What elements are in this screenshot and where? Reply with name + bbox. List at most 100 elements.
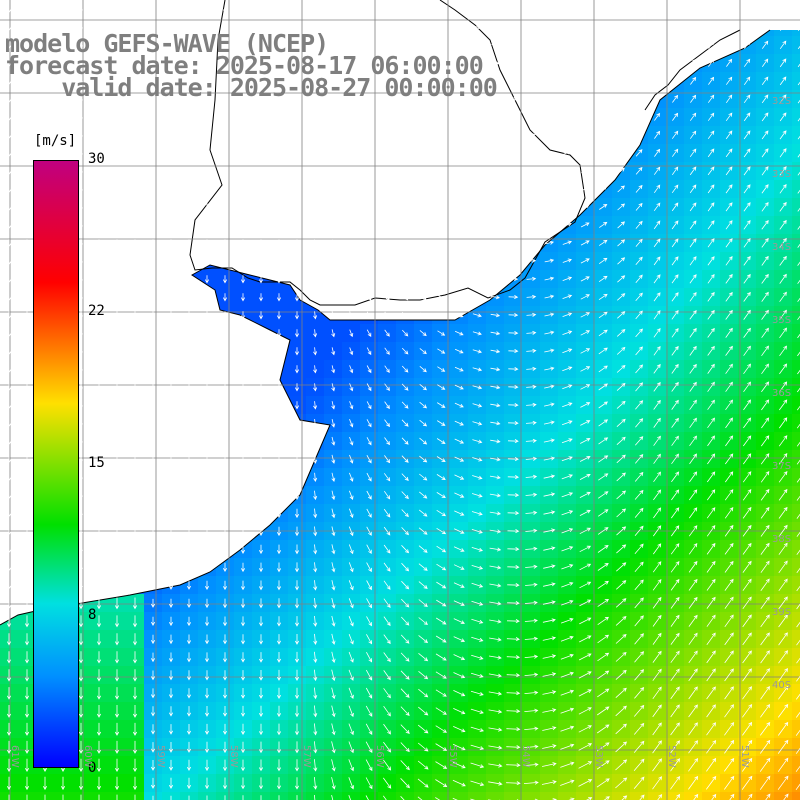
- wind-cell: [792, 738, 800, 756]
- wind-arrow: [24, 5, 30, 14]
- colorbar-tick-8: 8: [88, 607, 97, 623]
- wind-arrow: [473, 43, 482, 48]
- wind-arrow: [437, 6, 445, 12]
- lat-label: 39S: [772, 607, 792, 618]
- wind-arrow: [6, 59, 12, 68]
- wind-arrow: [60, 23, 66, 32]
- wind-arrow: [779, 4, 787, 13]
- wind-cell: [432, 792, 450, 800]
- wind-arrow: [636, 41, 643, 49]
- lagoon-line: [644, 29, 741, 111]
- wind-arrow: [132, 59, 138, 68]
- wind-arrow: [761, 40, 769, 49]
- wind-cell: [792, 198, 800, 216]
- wind-cell: [792, 234, 800, 252]
- wind-arrow: [563, 60, 572, 65]
- wind-arrow: [168, 5, 174, 14]
- wind-arrow: [258, 41, 264, 50]
- wind-arrow: [744, 22, 751, 31]
- wind-arrow: [150, 59, 156, 68]
- wind-arrow: [276, 5, 282, 14]
- wind-cell: [576, 792, 594, 800]
- wind-cell: [630, 792, 648, 800]
- wind-arrow: [222, 59, 228, 68]
- land-mask: [0, 0, 800, 625]
- wind-arrow: [132, 41, 138, 50]
- wind-arrow: [349, 41, 354, 50]
- wind-cell: [792, 108, 800, 126]
- wind-arrow: [258, 59, 264, 68]
- wind-cell: [792, 792, 800, 800]
- wind-arrow: [473, 25, 482, 30]
- wind-arrow: [672, 5, 678, 13]
- wind-arrow: [222, 5, 228, 14]
- wind-arrow: [545, 60, 554, 65]
- wind-arrow: [240, 23, 246, 32]
- wind-arrow: [744, 40, 751, 49]
- wind-arrow: [294, 23, 300, 32]
- wind-cell: [396, 792, 414, 800]
- wind-cell: [792, 756, 800, 774]
- wind-cell: [792, 216, 800, 234]
- wind-arrow: [527, 24, 536, 29]
- wind-arrow: [186, 59, 192, 68]
- wind-cell: [486, 792, 504, 800]
- wind-arrow: [563, 42, 572, 47]
- wind-arrow: [419, 60, 427, 66]
- wind-cell: [558, 792, 576, 800]
- wind-cell: [792, 36, 800, 54]
- wind-arrow: [78, 41, 84, 50]
- wind-cell: [792, 162, 800, 180]
- wind-arrow: [60, 5, 66, 14]
- wind-cell: [792, 432, 800, 450]
- wind-arrow: [636, 5, 643, 13]
- wind-cell: [792, 342, 800, 360]
- wind-cell: [792, 54, 800, 72]
- wind-cell: [792, 702, 800, 720]
- wind-arrow: [204, 59, 210, 68]
- wind-arrow: [509, 60, 518, 66]
- wind-arrow: [96, 41, 102, 50]
- wind-arrow: [491, 7, 500, 12]
- wind-arrow: [222, 23, 228, 32]
- wind-arrow: [617, 41, 625, 48]
- wind-arrow: [437, 42, 445, 48]
- wind-cell: [702, 792, 720, 800]
- wind-cell: [414, 792, 432, 800]
- wind-arrow: [708, 22, 715, 31]
- wind-arrow: [78, 59, 84, 68]
- wind-arrow: [402, 24, 409, 31]
- wind-arrow: [437, 24, 445, 30]
- lon-label: 54W: [520, 745, 531, 768]
- wind-arrow: [636, 23, 643, 31]
- wind-arrow: [331, 59, 336, 68]
- wind-arrow: [690, 40, 697, 49]
- wind-arrow: [563, 24, 572, 29]
- colorbar-tick-30: 30: [88, 151, 105, 167]
- wind-arrow: [366, 41, 372, 49]
- wind-arrow: [527, 42, 536, 47]
- wind-cell: [792, 72, 800, 90]
- wind-arrow: [132, 23, 138, 32]
- wind-cell: [792, 252, 800, 270]
- wind-arrow: [455, 25, 464, 30]
- wind-arrow: [762, 4, 769, 13]
- wind-arrow: [78, 23, 84, 32]
- land-area: [0, 0, 800, 625]
- lon-label: 61W: [9, 745, 20, 768]
- wind-arrow: [437, 60, 445, 66]
- colorbar-tick-22: 22: [88, 303, 105, 319]
- wind-cell: [774, 792, 792, 800]
- wind-arrow: [581, 6, 590, 12]
- lon-label: 57W: [301, 745, 312, 768]
- wind-cell: [792, 126, 800, 144]
- wind-cell: [792, 324, 800, 342]
- wind-arrow: [726, 4, 732, 13]
- wind-cell: [540, 792, 558, 800]
- wind-arrow: [402, 42, 409, 49]
- lon-label: 56W: [374, 745, 385, 768]
- wind-arrow: [509, 42, 518, 48]
- wind-arrow: [617, 23, 625, 30]
- wind-arrow: [527, 60, 536, 65]
